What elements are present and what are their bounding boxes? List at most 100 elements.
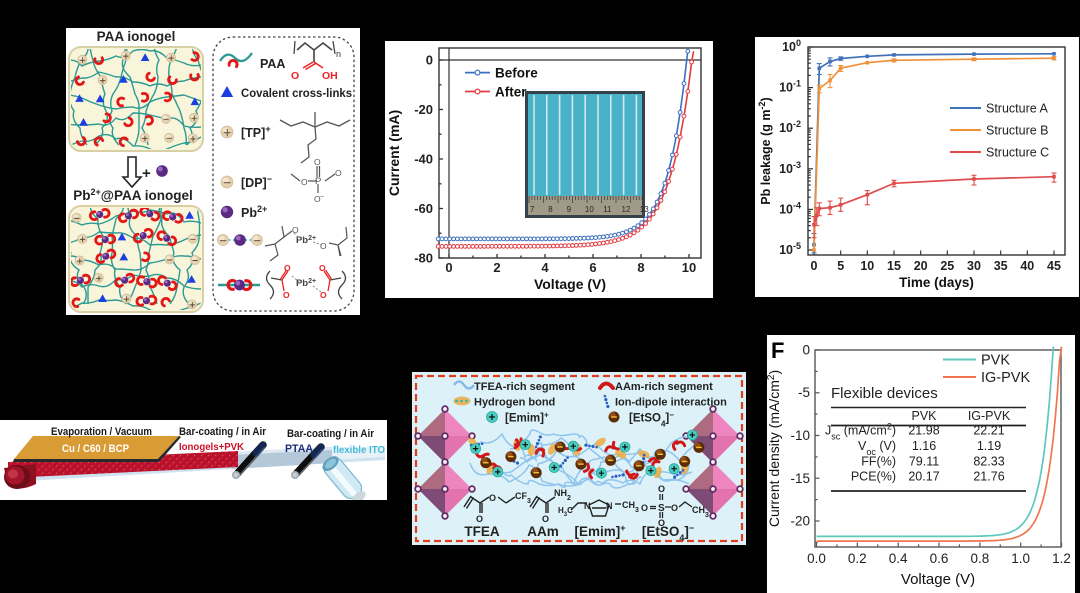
svg-text:O: O: [320, 241, 327, 251]
svg-text:-40: -40: [414, 152, 433, 167]
svg-text:0: 0: [802, 343, 810, 358]
svg-text:Flexible devices: Flexible devices: [831, 385, 938, 402]
svg-text:8: 8: [548, 205, 553, 214]
svg-text:Voltage (V): Voltage (V): [534, 276, 606, 292]
svg-text:N: N: [584, 501, 591, 511]
svg-text:5: 5: [837, 259, 844, 273]
svg-text:PAA: PAA: [260, 57, 285, 71]
svg-text:Evaporation / Vacuum: Evaporation / Vacuum: [51, 426, 152, 438]
svg-text:Time (days): Time (days): [899, 275, 974, 290]
svg-text:PVK: PVK: [911, 409, 937, 423]
svg-text:15: 15: [887, 259, 901, 273]
svg-text:13: 13: [640, 205, 649, 214]
svg-text:0.4: 0.4: [889, 551, 908, 566]
svg-text:-60: -60: [414, 201, 433, 216]
svg-text:21.98: 21.98: [908, 424, 939, 438]
svg-text:6: 6: [589, 260, 596, 275]
svg-text:O: O: [658, 484, 665, 494]
svg-text:20: 20: [914, 259, 928, 273]
svg-text:Ionogels+PVK: Ionogels+PVK: [179, 441, 244, 453]
svg-text:O: O: [284, 263, 291, 273]
svg-text:-15: -15: [790, 471, 810, 486]
svg-text:−: −: [320, 194, 324, 201]
svg-text:1.0: 1.0: [1011, 551, 1030, 566]
svg-text:PAA ionogel: PAA ionogel: [97, 29, 176, 44]
svg-text:Pb leakage (g m-2): Pb leakage (g m-2): [757, 97, 773, 204]
svg-text:PVK: PVK: [981, 353, 1010, 369]
svg-text:Jsc (mA/cm2): Jsc (mA/cm2): [825, 422, 896, 442]
svg-text:N: N: [606, 501, 613, 511]
svg-text:F: F: [771, 338, 784, 363]
svg-text:10-2: 10-2: [779, 119, 801, 135]
svg-text:O: O: [658, 518, 665, 528]
svg-text:12: 12: [622, 205, 631, 214]
svg-text:OH: OH: [322, 70, 338, 82]
svg-text:O: O: [292, 225, 299, 235]
svg-text:Before: Before: [495, 66, 538, 81]
svg-text:O: O: [476, 514, 483, 524]
svg-text:4: 4: [541, 260, 549, 275]
svg-text:O: O: [314, 194, 321, 204]
svg-text:[Emim]+: [Emim]+: [505, 410, 549, 425]
svg-text:TFEA: TFEA: [464, 524, 499, 539]
svg-text:O: O: [319, 263, 326, 273]
svg-text:Structure C: Structure C: [986, 146, 1049, 160]
svg-text:1.19: 1.19: [977, 439, 1001, 453]
svg-text:Current density (mA/cm2): Current density (mA/cm2): [767, 370, 782, 527]
svg-text:AAm: AAm: [527, 524, 559, 539]
svg-text:Bar-coating / in Air: Bar-coating / in Air: [179, 426, 267, 438]
svg-text:-5: -5: [798, 385, 810, 400]
svg-text:9: 9: [567, 205, 572, 214]
svg-text:Covalent cross-links: Covalent cross-links: [241, 86, 352, 100]
svg-text:21.76: 21.76: [973, 470, 1004, 484]
svg-text:Bar-coating / in Air: Bar-coating / in Air: [287, 428, 375, 440]
svg-text:7: 7: [530, 205, 535, 214]
svg-text:IG-PVK: IG-PVK: [981, 370, 1030, 386]
svg-text:1.16: 1.16: [912, 439, 936, 453]
svg-text:10-4: 10-4: [779, 200, 801, 216]
svg-text:O: O: [301, 177, 308, 187]
svg-text:2: 2: [493, 260, 500, 275]
svg-text:S: S: [658, 503, 665, 514]
svg-text:AAm-rich segment: AAm-rich segment: [615, 381, 713, 393]
svg-text:IG-PVK: IG-PVK: [968, 409, 1011, 423]
svg-text:-20: -20: [414, 102, 433, 117]
svg-text:-10: -10: [790, 428, 810, 443]
svg-text:[DP]−: [DP]−: [241, 174, 272, 190]
svg-text:-80: -80: [414, 251, 433, 266]
svg-text:O: O: [291, 70, 299, 82]
svg-text:35: 35: [994, 259, 1008, 273]
svg-text:Ion-dipole interaction: Ion-dipole interaction: [615, 397, 727, 409]
svg-text:10-1: 10-1: [779, 79, 801, 95]
svg-text:0: 0: [426, 53, 433, 68]
svg-text:22.21: 22.21: [973, 424, 1004, 438]
svg-text:flexible ITO: flexible ITO: [333, 444, 385, 456]
svg-text:O: O: [314, 157, 321, 167]
svg-text:Pb2+@PAA ionogel: Pb2+@PAA ionogel: [73, 187, 192, 203]
svg-text:FF(%): FF(%): [861, 454, 896, 468]
svg-text:82.33: 82.33: [973, 454, 1004, 468]
svg-text:30: 30: [967, 259, 981, 273]
svg-text:O: O: [641, 503, 648, 513]
svg-text:100: 100: [782, 38, 801, 54]
svg-text:10-3: 10-3: [779, 160, 801, 176]
svg-text:[Emim]+: [Emim]+: [574, 523, 625, 539]
svg-text:Cu / C60 / BCP: Cu / C60 / BCP: [62, 443, 129, 455]
svg-text:Pb2+: Pb2+: [296, 278, 316, 290]
svg-text:1.2: 1.2: [1052, 551, 1071, 566]
svg-text:Structure A: Structure A: [986, 102, 1048, 116]
svg-text:Structure B: Structure B: [986, 124, 1049, 138]
svg-text:79.11: 79.11: [909, 454, 939, 468]
svg-text:10: 10: [860, 259, 874, 273]
svg-text:0.6: 0.6: [930, 551, 949, 566]
svg-text:Hydrogen bond: Hydrogen bond: [474, 397, 555, 409]
svg-text:0: 0: [445, 260, 452, 275]
svg-text:45: 45: [1047, 259, 1061, 273]
svg-text:O: O: [320, 290, 327, 300]
svg-text:[TP]+: [TP]+: [241, 124, 271, 140]
svg-text:n: n: [336, 49, 341, 59]
svg-text:O: O: [489, 493, 496, 503]
svg-text:10: 10: [585, 205, 594, 214]
svg-text:11: 11: [603, 205, 612, 214]
svg-text:+: +: [142, 165, 151, 182]
